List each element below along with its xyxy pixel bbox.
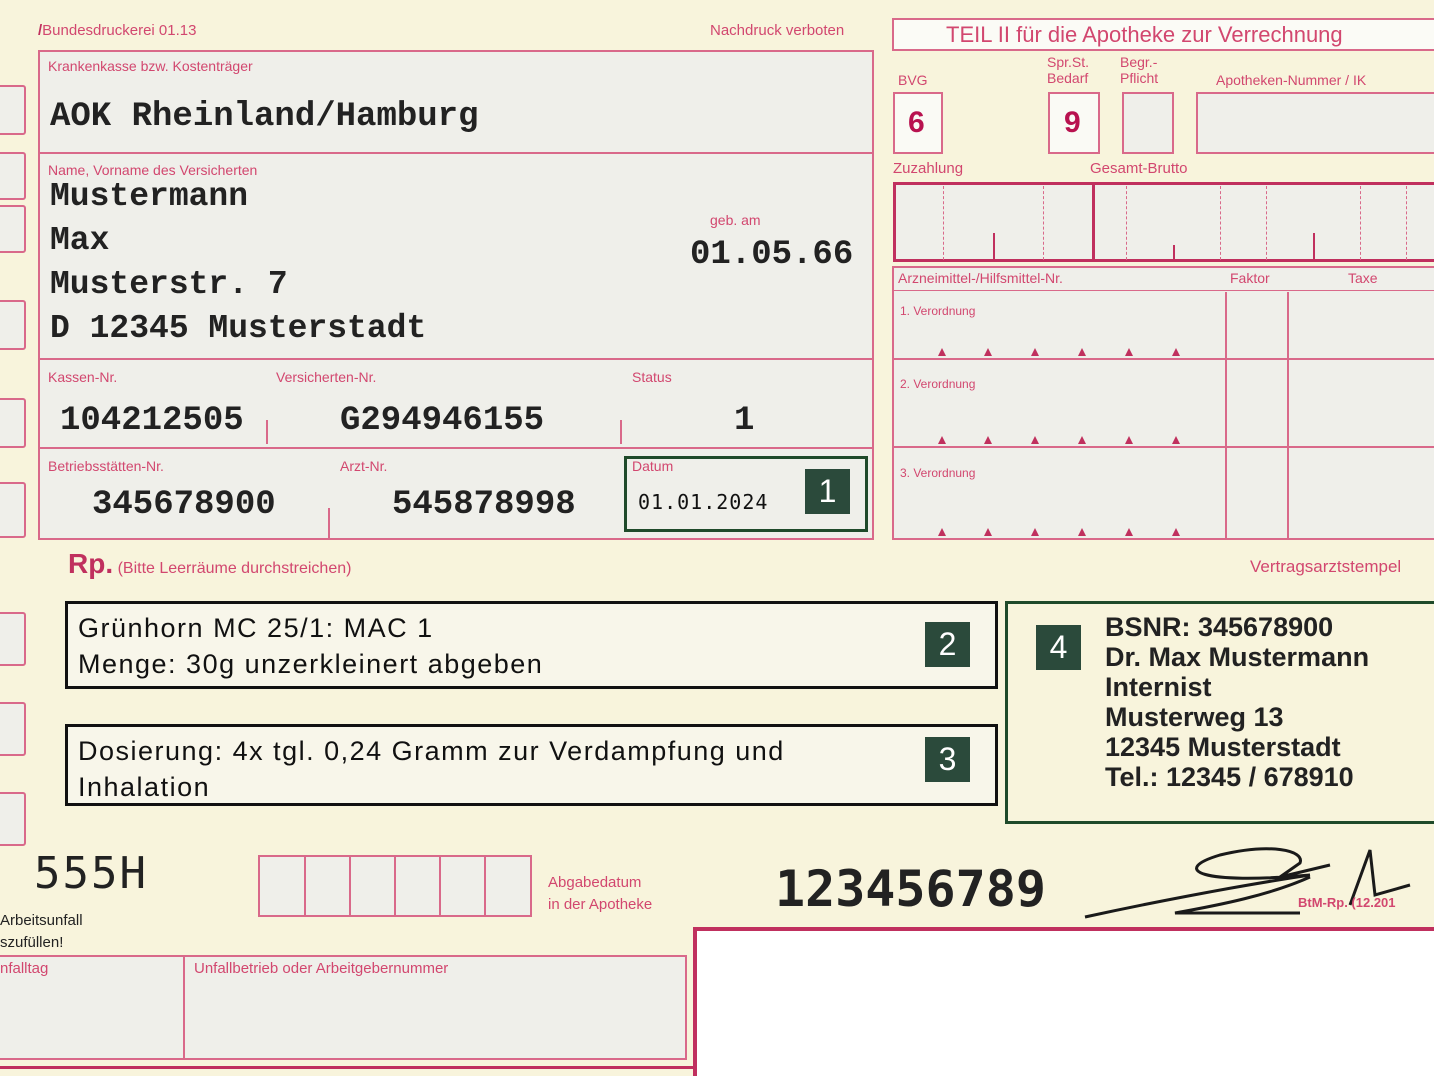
noctu-checkbox[interactable] xyxy=(0,205,26,253)
stamp-city: 12345 Musterstadt xyxy=(1105,732,1341,762)
prescription-line-2-text: Dosierung: 4x tgl. 0,24 Gramm zur Verdam… xyxy=(78,736,785,802)
abgabedatum-label: Abgabedatum in der Apotheke xyxy=(548,874,653,913)
aut-idem-1-checkbox[interactable] xyxy=(0,612,26,666)
unfalltag-label: nfalltag xyxy=(0,960,49,977)
first-name-value: Max xyxy=(50,222,110,259)
accident-note: Arbeitsunfall szufüllen! xyxy=(0,912,83,951)
stamp-phone: Tel.: 12345 / 678910 xyxy=(1105,762,1354,792)
bvg-field[interactable] xyxy=(893,92,943,154)
fee-checkbox[interactable] xyxy=(0,152,26,200)
stamp-bsnr: BSNR: 345678900 xyxy=(1105,612,1334,642)
name-label: Name, Vorname des Versicherten xyxy=(48,162,258,178)
arzneimittel-table xyxy=(892,266,1434,540)
bvg-value: 6 xyxy=(908,106,925,139)
sprst-value: 9 xyxy=(1064,106,1081,139)
kassen-nr-label: Kassen-Nr. xyxy=(48,369,118,385)
badge-1: 1 xyxy=(805,469,850,514)
begr-label: Begr.- Pflicht xyxy=(1120,54,1159,86)
datum-value[interactable]: 01.01.2024 xyxy=(638,490,769,514)
rp-heading: Rp. (Bitte Leerräume durchstreichen) xyxy=(68,548,352,579)
unfallbetrieb-field[interactable] xyxy=(183,955,687,1060)
brutto-label: Gesamt-Brutto xyxy=(1090,160,1188,177)
arzt-nr-label: Arzt-Nr. xyxy=(340,458,388,474)
sprst-label: Spr.St. Bedarf xyxy=(1047,54,1090,86)
datum-highlight xyxy=(624,456,868,532)
apotheken-field[interactable] xyxy=(1196,92,1434,154)
badge-4: 4 xyxy=(1036,625,1081,670)
insurer-label: Krankenkasse bzw. Kostenträger xyxy=(48,58,253,74)
printer-label: /Bundesdruckerei 01.13 xyxy=(38,22,197,39)
sprst-field[interactable] xyxy=(1048,92,1100,154)
pharmacy-title: TEIL II für die Apotheke zur Verrechnung xyxy=(946,22,1343,47)
stamp-label: Vertragsarztstempel xyxy=(1250,557,1402,576)
aut-idem-2-checkbox[interactable] xyxy=(0,702,26,756)
work-accident-checkbox[interactable] xyxy=(0,482,26,538)
stamp-street: Musterweg 13 xyxy=(1105,702,1284,732)
street-value: Musterstr. 7 xyxy=(50,266,288,303)
zuzahlung-label: Zuzahlung xyxy=(893,160,964,177)
doctor-stamp-box xyxy=(1005,601,1434,824)
pharmacy-title-box xyxy=(892,18,1434,51)
prescription-line-2[interactable]: Dosierung: 4x tgl. 0,24 Gramm zur Verdam… xyxy=(65,724,998,806)
status-value: 1 xyxy=(734,402,755,440)
badge-3: 3 xyxy=(925,737,970,782)
verordnung-2-label: 2. Verordnung xyxy=(900,377,976,391)
prescription-line-1-text: Grünhorn MC 25/1: MAC 1 Menge: 30g unzer… xyxy=(78,613,544,679)
versicherten-nr-label: Versicherten-Nr. xyxy=(276,369,377,385)
unfallbetrieb-label: Unfallbetrieb oder Arbeitgebernummer xyxy=(194,960,449,977)
accident-checkbox[interactable] xyxy=(0,398,26,448)
begr-field[interactable] xyxy=(1122,92,1174,154)
stamp-specialty: Internist xyxy=(1105,672,1212,702)
reprint-notice: Nachdruck verboten xyxy=(710,22,845,39)
verordnung-3-label: 3. Verordnung xyxy=(900,466,976,480)
surname-value: Mustermann xyxy=(50,178,249,215)
aut-idem-3-checkbox[interactable] xyxy=(0,792,26,846)
bvg-label: BVG xyxy=(898,72,928,88)
other-checkbox[interactable] xyxy=(0,300,26,350)
status-label: Status xyxy=(632,369,672,385)
dob-value: 01.05.66 xyxy=(690,236,854,274)
city-value: D 12345 Musterstadt xyxy=(50,310,427,347)
arzneimittel-label: Arzneimittel-/Hilfsmittel-Nr. xyxy=(898,270,1063,286)
apotheken-label: Apotheken-Nummer / IK xyxy=(1216,72,1367,88)
unfalltag-field[interactable] xyxy=(0,955,186,1060)
stamp-name: Dr. Max Mustermann xyxy=(1105,642,1370,672)
kassen-nr-value: 104212505 xyxy=(60,402,244,440)
bsnr-label: Betriebsstätten-Nr. xyxy=(48,458,164,474)
abgabedatum-field[interactable] xyxy=(258,855,532,917)
dob-label: geb. am xyxy=(710,212,761,228)
zuzahlung-field[interactable] xyxy=(893,182,1434,262)
btm-label: BtM-Rp. (12.201 xyxy=(1298,895,1396,910)
form-code: 555H xyxy=(34,848,148,899)
doctor-stamp: BSNR: 345678900 Dr. Max Mustermann Inter… xyxy=(1105,612,1369,792)
badge-2: 2 xyxy=(925,622,970,667)
signature xyxy=(1084,847,1411,919)
prescription-line-1[interactable]: Grünhorn MC 25/1: MAC 1 Menge: 30g unzer… xyxy=(65,601,998,689)
verordnung-1-label: 1. Verordnung xyxy=(900,304,976,318)
prescription-number: 123456789 xyxy=(775,860,1046,918)
arzt-nr-value: 545878998 xyxy=(392,486,576,524)
datum-label: Datum xyxy=(632,458,674,474)
bsnr-value: 345678900 xyxy=(92,486,276,524)
taxe-label: Taxe xyxy=(1348,270,1378,286)
blank-area xyxy=(697,931,1434,1076)
faktor-label: Faktor xyxy=(1230,270,1270,286)
fee-free-checkbox[interactable] xyxy=(0,85,26,135)
versicherten-nr-value: G294946155 xyxy=(340,402,545,440)
insurer-value: AOK Rheinland/Hamburg xyxy=(50,98,479,136)
